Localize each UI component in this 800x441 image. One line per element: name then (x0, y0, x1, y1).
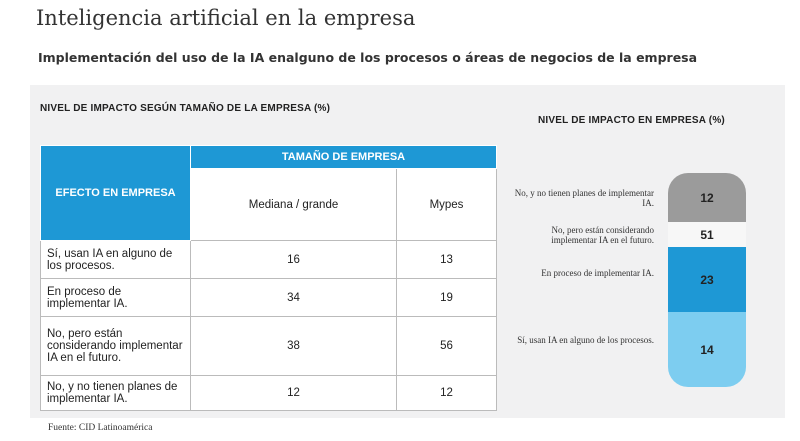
segment-label: No, pero están considerando implementar … (551, 225, 654, 245)
cell: 16 (190, 240, 397, 279)
segment: 51 (668, 222, 746, 247)
cell: 56 (396, 316, 497, 376)
subtitle: Implementación del uso de la IA enalguno… (38, 50, 698, 65)
table-row: No, y no tienen planes de implementar IA… (40, 375, 497, 411)
cell: 38 (190, 316, 397, 376)
row-label: No, pero están considerando implementar … (40, 316, 191, 376)
title: Inteligencia artificial en la empresa (36, 6, 416, 30)
source: Fuente: CID Latinoamérica (48, 423, 153, 433)
table-row: Sí, usan IA en alguno de los procesos. 16… (40, 240, 497, 279)
table-heading: NIVEL DE IMPACTO SEGÚN TAMAÑO DE LA EMPR… (40, 103, 331, 114)
cell: 12 (190, 375, 397, 411)
effect-header: EFECTO EN EMPRESA (40, 145, 191, 241)
segment-label: En proceso de implementar IA. (541, 268, 654, 278)
row-label: No, y no tienen planes de implementar IA… (40, 375, 191, 411)
segment-label: No, y no tienen planes de implementar IA… (514, 188, 654, 208)
column-header: Mediana / grande (190, 168, 397, 241)
segment: 12 (668, 173, 746, 222)
impact-heading: NIVEL DE IMPACTO EN EMPRESA (%) (538, 115, 725, 126)
segment: 14 (668, 312, 746, 387)
table: EFECTO EN EMPRESA TAMAÑO DE EMPRESA Medi… (40, 145, 497, 411)
table-row: No, pero están considerando implementar … (40, 316, 497, 376)
segment: 23 (668, 247, 746, 312)
row-label: En proceso de implementar IA. (40, 278, 191, 317)
column-header: Mypes (396, 168, 497, 241)
row-label: Sí, usan IA en alguno de los procesos. (40, 240, 191, 279)
group-header: TAMAÑO DE EMPRESA (190, 145, 497, 169)
cell: 19 (396, 278, 497, 317)
cell: 34 (190, 278, 397, 317)
table-row: En proceso de implementar IA. 34 19 (40, 278, 497, 317)
cell: 12 (396, 375, 497, 411)
segment-label: Sí, usan IA en alguno de los procesos. (517, 335, 654, 345)
cell: 13 (396, 240, 497, 279)
